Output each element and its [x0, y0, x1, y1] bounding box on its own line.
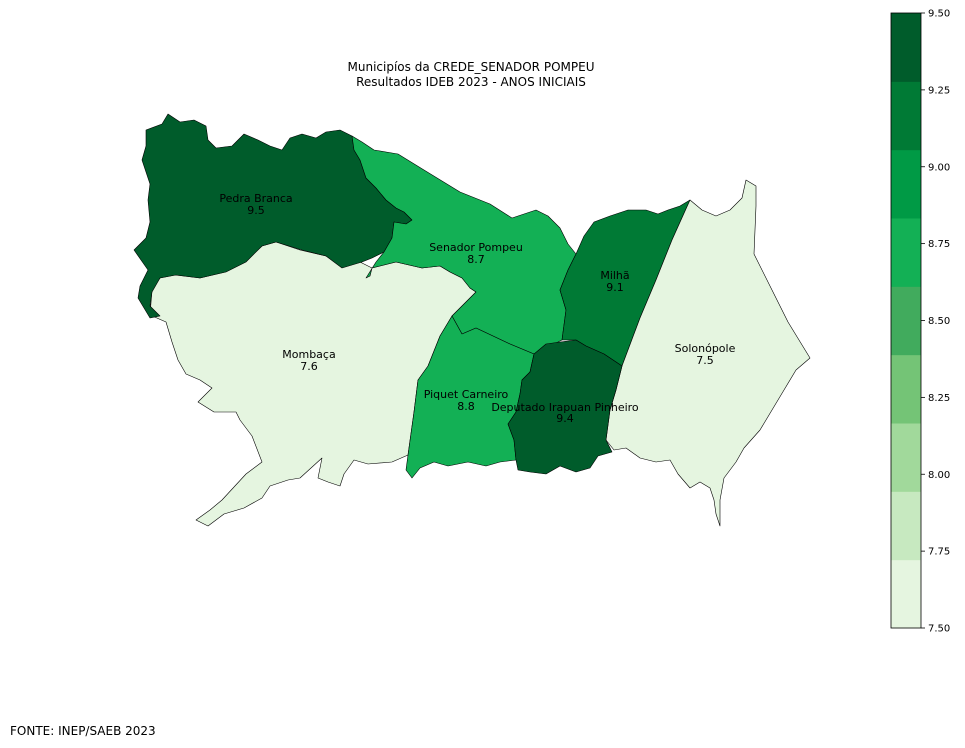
- colorbar-tick-label: 8.00: [928, 470, 950, 481]
- label-solonopole: Solonópole: [675, 342, 736, 355]
- colorbar: 7.50 7.75 8.00 8.25 8.50 8.75 9.00 9.25 9.50: [890, 9, 950, 635]
- region-senador-pompeu[interactable]: [351, 135, 577, 355]
- label-piquet-carneiro: Piquet Carneiro: [424, 388, 509, 401]
- value-milha: 9.1: [606, 281, 624, 294]
- value-deputado-irapuan-pinheiro: 9.4: [556, 412, 574, 425]
- value-piquet-carneiro: 8.8: [457, 400, 475, 413]
- colorbar-tick-label: 9.25: [928, 85, 950, 96]
- colorbar-segment: [891, 423, 921, 492]
- colorbar-segment: [891, 286, 921, 356]
- value-solonopole: 7.5: [696, 354, 714, 367]
- colorbar-tick-label: 9.00: [928, 162, 950, 173]
- colorbar-segment: [891, 149, 921, 219]
- value-pedra-branca: 9.5: [247, 204, 265, 217]
- source-note: FONTE: INEP/SAEB 2023: [10, 724, 156, 738]
- colorbar-tick-label: 8.50: [928, 316, 950, 327]
- colorbar-segment: [891, 491, 921, 561]
- colorbar-tick-label: 9.50: [928, 9, 950, 20]
- colorbar-segment: [891, 559, 921, 629]
- label-deputado-irapuan-pinheiro: Deputado Irapuan Pinheiro: [491, 401, 639, 414]
- map-title-line1: Municipíos da CREDE_SENADOR POMPEU: [348, 60, 595, 74]
- colorbar-segment: [891, 13, 921, 82]
- region-deputado-irapuan-pinheiro[interactable]: [507, 339, 623, 475]
- colorbar-segment: [891, 81, 921, 151]
- colorbar-tick-label: 8.25: [928, 393, 950, 404]
- map-title-line2: Resultados IDEB 2023 - ANOS INICIAIS: [356, 75, 586, 89]
- label-pedra-branca: Pedra Branca: [219, 192, 292, 205]
- colorbar-tick-label: 8.75: [928, 239, 950, 250]
- label-mombaca: Mombaça: [282, 348, 335, 361]
- label-senador-pompeu: Senador Pompeu: [429, 241, 523, 254]
- colorbar-tick-label: 7.75: [928, 547, 950, 558]
- value-mombaca: 7.6: [300, 360, 318, 373]
- colorbar-tick-label: 7.50: [928, 624, 950, 635]
- label-milha: Milhã: [600, 269, 629, 282]
- value-senador-pompeu: 8.7: [467, 253, 485, 266]
- colorbar-segment: [891, 354, 921, 424]
- colorbar-segment: [891, 218, 921, 287]
